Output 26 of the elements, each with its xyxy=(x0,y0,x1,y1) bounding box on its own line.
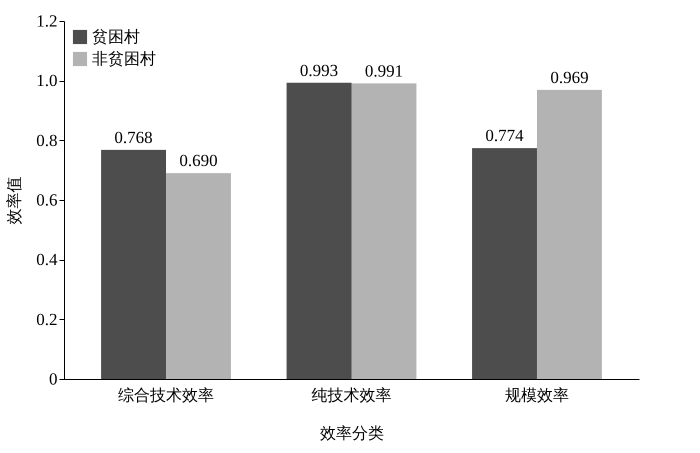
data-label: 0.969 xyxy=(550,68,589,87)
data-label: 0.690 xyxy=(179,151,218,170)
data-label: 0.768 xyxy=(114,128,153,147)
y-tick-label: 0.2 xyxy=(36,310,58,329)
bar xyxy=(536,90,602,379)
data-label: 0.774 xyxy=(485,126,524,146)
bar xyxy=(286,82,352,379)
y-axis-title: 效率值 xyxy=(4,176,24,224)
bar xyxy=(352,83,416,379)
y-tick-label: 0.8 xyxy=(36,130,58,150)
x-tick-label: 规模效率 xyxy=(504,386,569,404)
legend-label: 贫困村 xyxy=(92,27,140,46)
x-axis-title: 效率分类 xyxy=(320,424,384,442)
x-tick-label: 纯技术效率 xyxy=(312,386,392,404)
x-tick-label: 综合技术效率 xyxy=(118,386,214,404)
y-tick-label: 0 xyxy=(49,370,58,388)
data-label: 0.991 xyxy=(364,61,404,80)
legend-label: 非贫困村 xyxy=(92,49,156,68)
bar xyxy=(472,148,537,379)
bar xyxy=(101,150,166,379)
y-tick-label: 1.0 xyxy=(36,71,58,90)
y-tick-label: 0.4 xyxy=(36,250,58,270)
bar xyxy=(166,173,231,379)
y-tick-label: 1.2 xyxy=(36,12,58,30)
data-label: 0.993 xyxy=(300,60,338,80)
y-tick-label: 0.6 xyxy=(36,190,58,210)
